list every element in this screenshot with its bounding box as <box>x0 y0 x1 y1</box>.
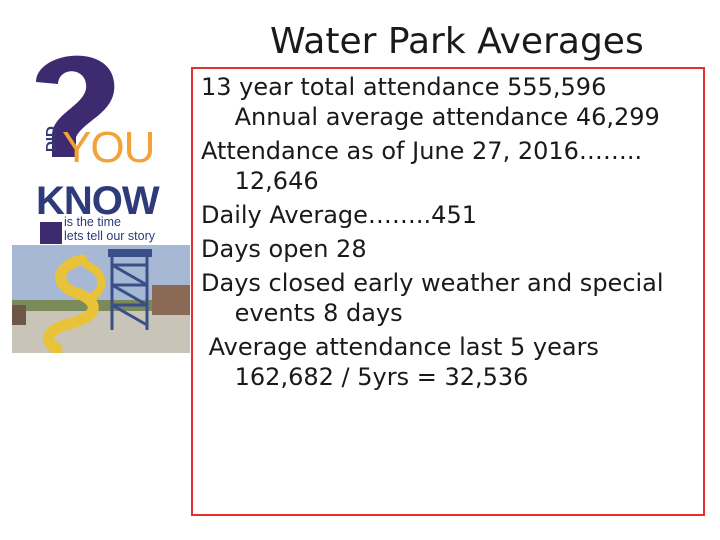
question-mark-dot <box>40 222 62 244</box>
bullet-item: Attendance as of June 27, 2016…….. 12,64… <box>201 136 706 196</box>
logo-tagline-1: is the time <box>64 215 121 229</box>
did-you-know-logo: DID YOU KNOW <box>36 55 161 244</box>
logo-did-text: DID <box>43 126 60 152</box>
content-box <box>191 67 705 516</box>
bullet-text: 13 year total attendance 555,596 Annual … <box>201 73 660 131</box>
logo-you-text: YOU <box>62 123 154 172</box>
slide-title: Water Park Averages <box>270 21 644 62</box>
bullet-text: Attendance as of June 27, 2016…….. 12,64… <box>201 137 643 195</box>
logo-tagline-2: lets tell our story <box>64 229 156 243</box>
bullet-item: Days open 28 <box>201 234 706 264</box>
bullet-text: Days closed early weather and special ev… <box>201 269 664 327</box>
water-slide-photo <box>12 245 190 353</box>
bullet-text: Average attendance last 5 years 162,682 … <box>208 333 599 391</box>
logo-know-text: KNOW <box>36 179 160 223</box>
bullet-item: 13 year total attendance 555,596 Annual … <box>201 72 706 132</box>
bullet-text: Days open 28 <box>201 235 367 263</box>
bullet-list: 13 year total attendance 555,596 Annual … <box>201 72 706 396</box>
question-mark-shape <box>36 55 115 157</box>
bullet-text: Daily Average……..451 <box>201 201 477 229</box>
bullet-item: Average attendance last 5 years 162,682 … <box>201 332 706 392</box>
bullet-item: Daily Average……..451 <box>201 200 706 230</box>
bullet-item: Days closed early weather and special ev… <box>201 268 706 328</box>
